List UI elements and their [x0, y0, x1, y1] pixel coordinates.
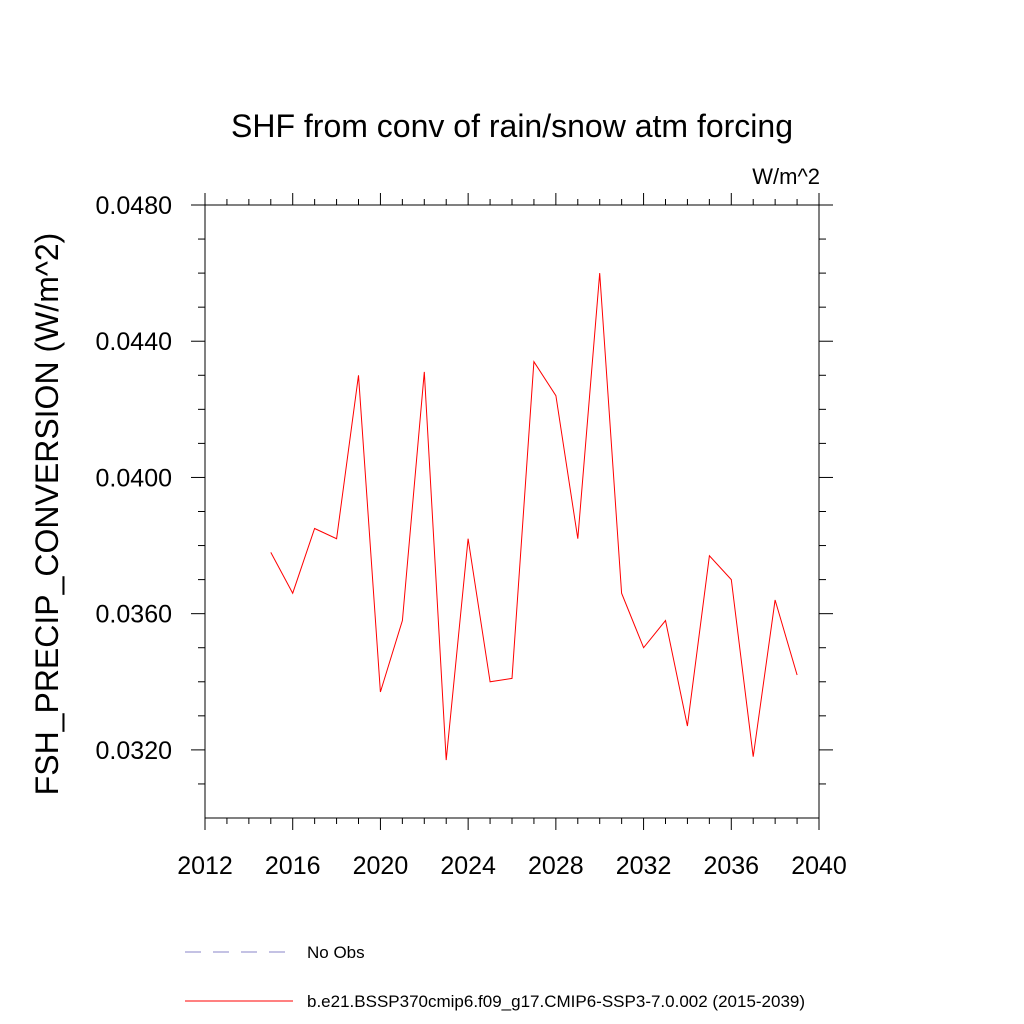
- legend-label-no-obs: No Obs: [307, 943, 365, 962]
- x-tick-label: 2016: [265, 852, 321, 880]
- data-point: [270, 551, 272, 553]
- data-point: [642, 647, 644, 649]
- data-point: [313, 527, 315, 529]
- data-point: [708, 555, 710, 557]
- data-point: [620, 592, 622, 594]
- data-point: [577, 538, 579, 540]
- data-point: [335, 538, 337, 540]
- data-point: [730, 578, 732, 580]
- data-point: [555, 395, 557, 397]
- x-tick-label: 2032: [616, 852, 672, 880]
- data-point: [423, 371, 425, 373]
- data-point: [599, 272, 601, 274]
- series-layer: [270, 272, 798, 761]
- data-point: [533, 360, 535, 362]
- tick-labels: 2012 2016 2020 2024 2028 2032 2036 2040 0.0320 0.…: [96, 192, 847, 880]
- series-line: [270, 273, 798, 761]
- legend-label-model-run: b.e21.BSSP370cmip6.f09_g17.CMIP6-SSP3-7.…: [307, 992, 805, 1011]
- y-tick-label: 0.0440: [96, 328, 172, 356]
- y-tick-label: 0.0360: [96, 601, 172, 629]
- units-label: W/m^2: [752, 164, 820, 189]
- y-tick-label: 0.0400: [96, 464, 172, 492]
- x-tick-label: 2036: [703, 852, 759, 880]
- y-axis-label: FSH_PRECIP_CONVERSION (W/m^2): [29, 233, 65, 796]
- data-point: [774, 599, 776, 601]
- data-point: [511, 677, 513, 679]
- x-tick-label: 2024: [440, 852, 496, 880]
- x-tick-label: 2028: [528, 852, 584, 880]
- data-point: [292, 592, 294, 594]
- axis-ticks: [191, 193, 833, 830]
- data-point: [401, 619, 403, 621]
- data-point: [445, 759, 447, 761]
- plot-frame: [204, 204, 820, 819]
- legend: No Obs b.e21.BSSP370cmip6.f09_g17.CMIP6-…: [185, 943, 805, 1011]
- x-tick-label: 2012: [177, 852, 233, 880]
- data-point: [357, 374, 359, 376]
- chart-title: SHF from conv of rain/snow atm forcing: [231, 108, 793, 144]
- y-tick-label: 0.0480: [96, 192, 172, 220]
- data-point: [379, 691, 381, 693]
- data-point: [752, 756, 754, 758]
- x-tick-label: 2020: [353, 852, 409, 880]
- data-point: [686, 725, 688, 727]
- data-point: [467, 538, 469, 540]
- data-point: [489, 681, 491, 683]
- y-tick-label: 0.0320: [96, 737, 172, 765]
- x-tick-label: 2040: [791, 852, 847, 880]
- data-point: [796, 674, 798, 676]
- data-point: [664, 619, 666, 621]
